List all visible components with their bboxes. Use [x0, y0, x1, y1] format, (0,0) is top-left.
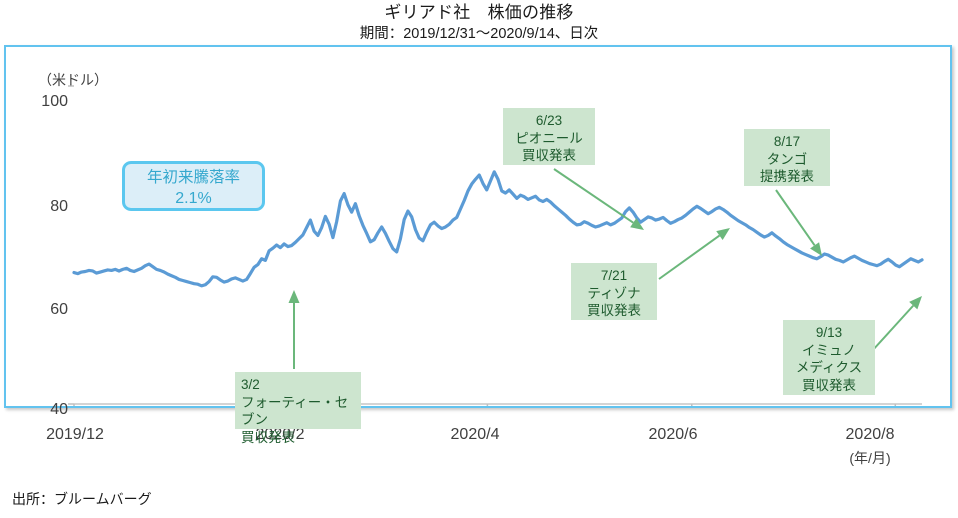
title-block: ギリアド社 株価の推移 期間：2019/12/31～2020/9/14、日次	[0, 2, 958, 44]
annotation-box-forty-seven: 3/2 フォーティー・セブン 買収発表	[235, 372, 361, 445]
arrow-pionyr-head	[630, 218, 644, 230]
arrow-tango-head	[810, 242, 822, 256]
x-tick-2020-6: 2020/6	[648, 426, 698, 443]
y-axis-unit-label: （米ドル）	[38, 72, 108, 88]
x-tick-2020-8: 2020/8	[845, 426, 895, 443]
annotation-box-immunomedics: 9/13 イミュノ メディクス 買収発表	[783, 320, 875, 395]
annotation-arrow-layer	[288, 168, 922, 369]
annotation-action-pionyr: 買収発表	[522, 148, 576, 163]
annotation-action-immunomedics: 買収発表	[802, 377, 856, 393]
annotation-date-tizona: 7/21	[600, 268, 628, 283]
y-tick-80: 80	[50, 198, 68, 215]
x-tick-2020-2: 2020/2	[255, 426, 305, 443]
source-note: 出所：ブルームバーグ	[12, 491, 152, 507]
annotation-date-pionyr: 6/23	[535, 113, 563, 128]
annotation-name-forty-seven: フォーティー・セブン	[241, 394, 349, 428]
annotation-name-tango: タンゴ	[766, 151, 808, 167]
annotation-action-tango: 提携発表	[760, 169, 814, 184]
annotation-box-pionyr: 6/23 ピオニール 買収発表	[503, 108, 595, 165]
annotation-action-tizona: 買収発表	[587, 303, 641, 318]
chart-panel: （米ドル） 100 80 60 40 2019/12 2020/2 2020/4…	[4, 45, 952, 466]
annotation-name-immunomedics: イミュノ	[802, 342, 856, 358]
y-tick-100: 100	[41, 93, 68, 110]
y-tick-60: 60	[50, 301, 68, 318]
arrow-pionyr-shaft	[553, 168, 634, 224]
annotation-action-forty-seven: 買収発表	[241, 429, 295, 445]
arrow-forty-seven-head	[288, 290, 300, 303]
arrow-tizona-head	[716, 228, 730, 241]
page-title: ギリアド社 株価の推移	[384, 3, 574, 22]
ytd-change-label: 年初来騰落率	[146, 169, 240, 186]
annotation-date-immunomedics: 9/13	[815, 325, 843, 340]
arrow-tango-shaft	[775, 189, 816, 246]
annotation-name-tizona: ティゾナ	[587, 285, 641, 301]
arrow-immunomedics-shaft	[871, 304, 914, 352]
annotation-box-tizona: 7/21 ティゾナ 買収発表	[571, 263, 657, 320]
annotation-date-tango: 8/17	[773, 134, 801, 149]
annotation-name-pionyr: ピオニール	[515, 130, 583, 146]
y-tick-40: 40	[50, 401, 68, 418]
ytd-change-value: 2.1%	[175, 190, 212, 207]
x-axis-unit-label: (年/月)	[849, 450, 891, 466]
annotation-name2-immunomedics: メディクス	[795, 360, 863, 375]
annotation-box-tango: 8/17 タンゴ 提携発表	[744, 129, 830, 186]
axis-layer	[68, 85, 922, 406]
arrow-tizona-shaft	[658, 234, 721, 280]
stock-price-line-chart	[68, 85, 924, 406]
annotation-date-forty-seven: 3/2	[241, 377, 260, 392]
price-series-line	[72, 170, 924, 288]
x-tick-2019-12: 2019/12	[46, 426, 104, 443]
arrow-immunomedics-head	[909, 296, 922, 310]
x-tick-2020-4: 2020/4	[450, 426, 500, 443]
page-subtitle: 期間：2019/12/31～2020/9/14、日次	[359, 26, 599, 42]
ytd-change-callout: 年初来騰落率 2.1%	[122, 161, 265, 211]
